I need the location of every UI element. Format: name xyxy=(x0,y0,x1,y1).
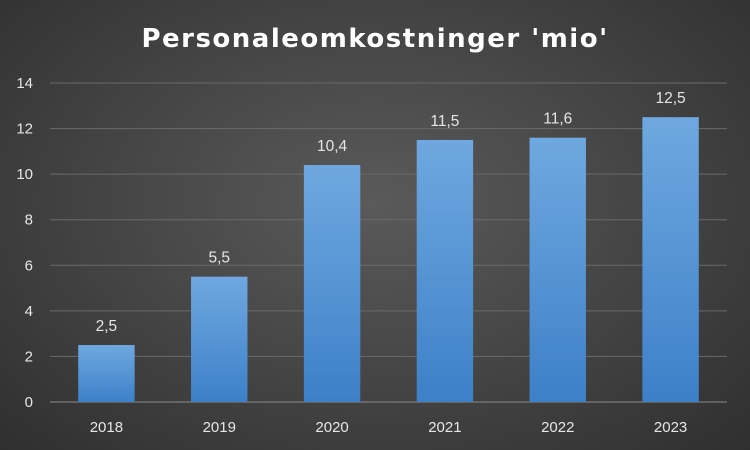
bar-2020 xyxy=(303,165,361,402)
chart-title: Personaleomkostninger 'mio' xyxy=(141,24,608,54)
y-tick-label: 12 xyxy=(16,121,33,138)
x-tick-label: 2022 xyxy=(541,419,574,436)
y-tick-label: 4 xyxy=(25,303,33,320)
bar-2019 xyxy=(191,276,248,402)
x-tick-label: 2020 xyxy=(315,419,348,436)
y-tick-label: 2 xyxy=(25,348,33,365)
y-tick-label: 0 xyxy=(25,394,33,411)
data-label-2020: 10,4 xyxy=(317,138,348,155)
y-tick-label: 14 xyxy=(16,75,33,92)
data-label-2023: 12,5 xyxy=(655,90,685,107)
y-tick-label: 6 xyxy=(25,257,33,274)
data-labels: 2,5 5,5 10,4 11,5 11,6 12,5 xyxy=(96,90,686,335)
data-label-2022: 11,6 xyxy=(543,111,572,128)
x-axis-tick-labels: 2018 2019 2020 2021 2022 2023 xyxy=(90,419,688,436)
x-tick-label: 2021 xyxy=(428,419,461,436)
y-axis-tick-labels: 0 2 4 6 8 10 12 14 xyxy=(16,75,33,411)
bar-2022 xyxy=(529,137,586,402)
bars xyxy=(78,117,699,402)
y-tick-label: 10 xyxy=(16,166,33,183)
bar-2023 xyxy=(642,117,699,402)
data-label-2018: 2,5 xyxy=(96,318,118,335)
gridlines xyxy=(50,82,727,403)
x-tick-label: 2019 xyxy=(203,419,236,436)
y-tick-label: 8 xyxy=(25,212,33,229)
bar-2021 xyxy=(416,139,474,402)
data-label-2019: 5,5 xyxy=(208,250,230,267)
bar-2018 xyxy=(78,345,135,402)
x-tick-label: 2023 xyxy=(654,419,687,436)
x-tick-label: 2018 xyxy=(90,419,123,436)
data-label-2021: 11,5 xyxy=(430,113,459,130)
